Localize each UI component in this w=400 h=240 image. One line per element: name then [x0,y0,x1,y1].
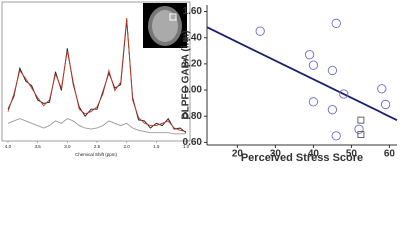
point [339,89,349,99]
x-tick-label: 2.0 [124,144,131,149]
figure: Chemical Shift (ppm) Perceived Stress Sc… [1,1,398,164]
point [255,26,265,36]
x-tick-label: 1.0 [183,144,190,149]
y-tick-label: 1.00 [183,85,203,96]
y-tick-label: 0.60 [183,137,203,148]
brain-inset [143,3,187,48]
x-tick-label: 2.5 [94,144,101,149]
x-axis-label: Chemical Shift (ppm) [75,152,118,157]
point [308,97,319,107]
spectrum-line [7,118,186,135]
y-tick-label: 1.40 [183,32,203,43]
x-tick-label: 1.5 [153,144,160,149]
x-tick-label: 3.0 [64,144,71,149]
point [357,116,365,124]
point [327,105,338,115]
y-tick-label: 1.60 [183,6,203,17]
point [357,131,365,138]
y-tick-label: 0.80 [183,111,203,122]
x-tick-label: 60 [384,149,396,160]
x-tick-label: 40 [308,149,320,160]
point [331,18,341,28]
x-tick-label: 4.0 [5,144,12,149]
spectrum-line [7,17,187,132]
y-tick-label: 1.20 [183,59,203,70]
point [354,124,364,134]
x-tick-label: 3.5 [35,144,42,149]
point [308,60,319,70]
point [327,65,338,76]
point [331,131,341,141]
fit-line [206,26,398,121]
x-axis-label: Perceived Stress Score [241,152,363,164]
point [304,50,315,60]
point [380,99,391,110]
point [377,84,387,94]
spectrum-line [7,20,187,134]
x-tick-label: 50 [346,149,358,160]
x-tick-label: 30 [270,149,282,160]
x-tick-label: 20 [232,149,244,160]
y-axis-label: DLPFC GABA (i.u.) [181,30,192,119]
